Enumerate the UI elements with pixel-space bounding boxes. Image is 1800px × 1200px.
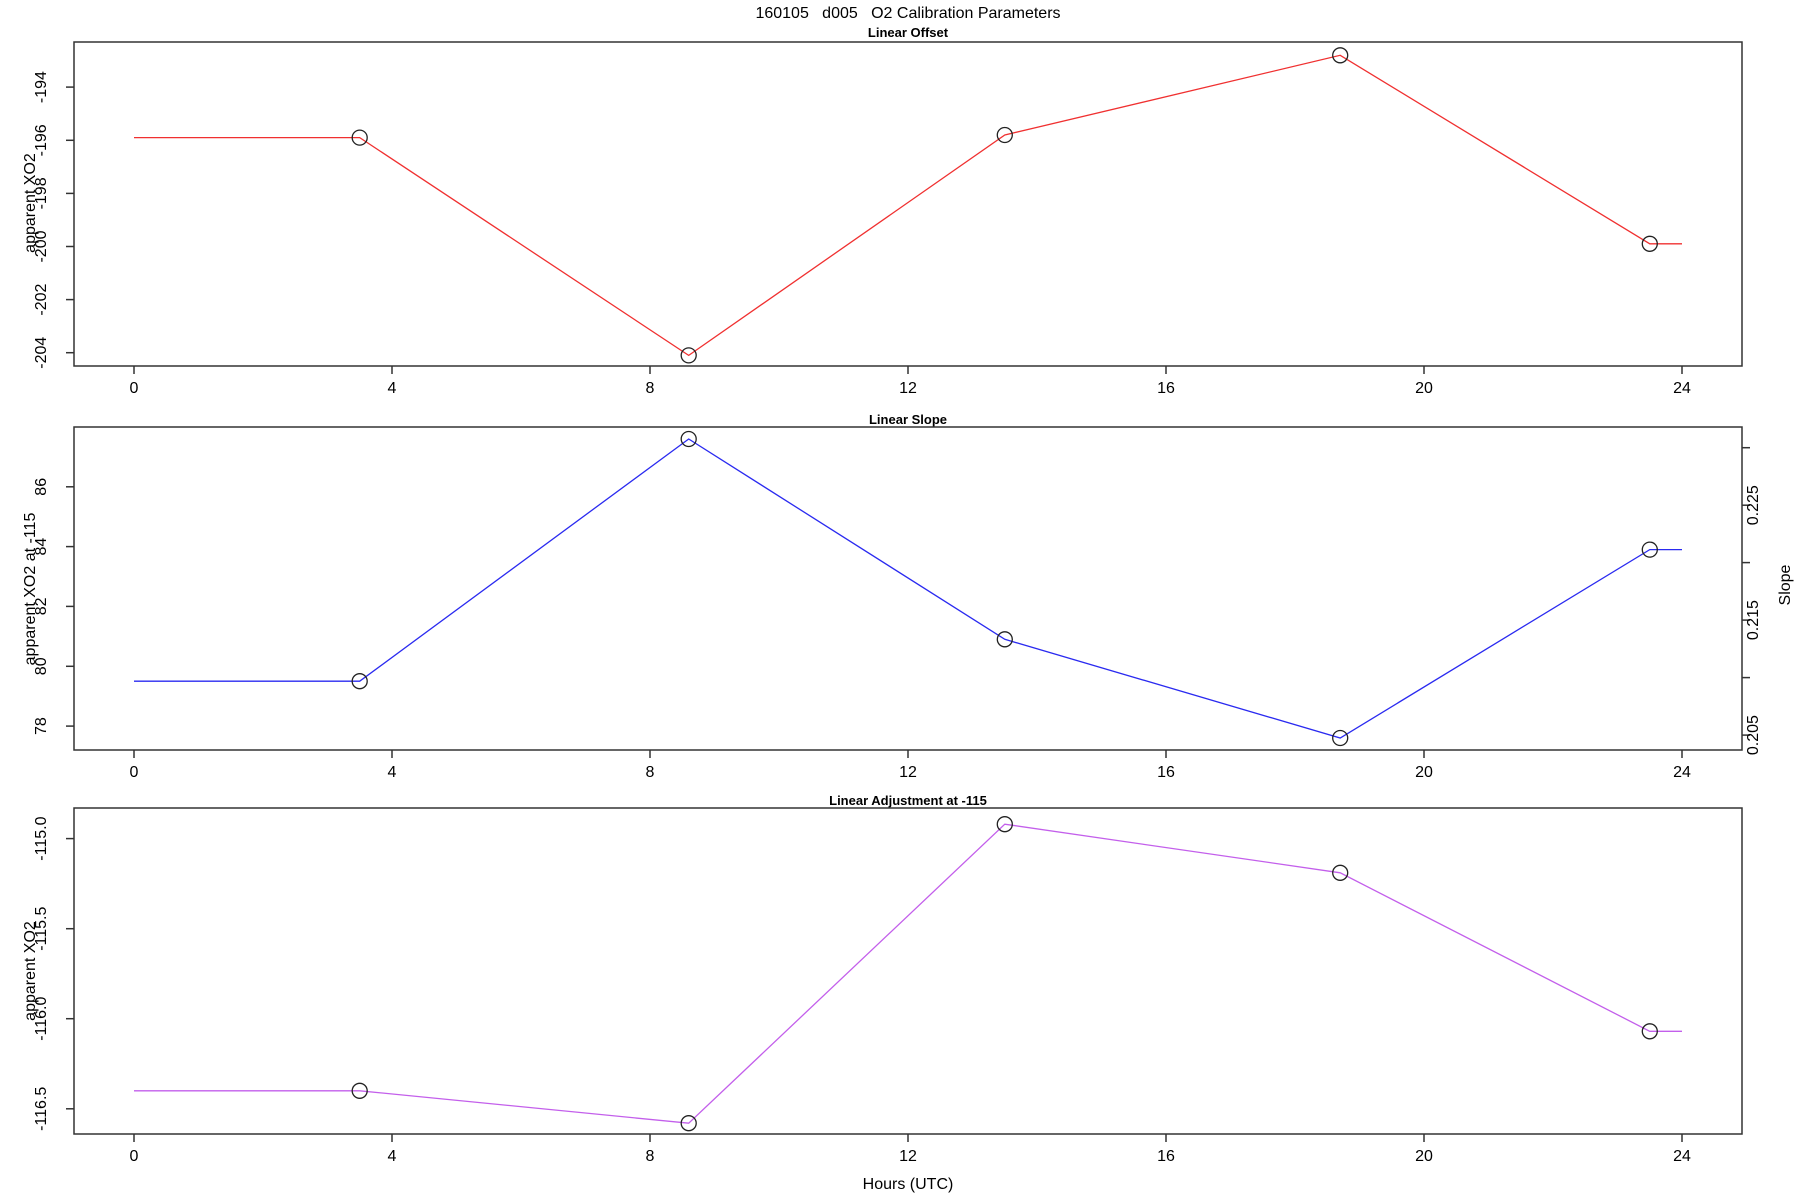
linear-adjustment-plot-box xyxy=(73,807,1743,1135)
y-tick-label: 80 xyxy=(33,657,50,675)
y2-tick-label: 0.225 xyxy=(1745,485,1762,525)
x-tick-label: 0 xyxy=(130,764,139,781)
linear-adjustment-data-point-marker xyxy=(351,1082,368,1099)
page-title: 160105 d005 O2 Calibration Parameters xyxy=(755,5,1061,22)
linear-adjustment-data-point-marker xyxy=(680,1115,697,1132)
x-tick-label: 20 xyxy=(1415,1148,1433,1165)
linear-slope-data-point-marker xyxy=(996,631,1013,648)
panel2-title: Linear Slope xyxy=(868,412,948,427)
linear-offset-plot-box xyxy=(73,41,1743,367)
linear-slope-data-point-marker xyxy=(680,430,697,448)
y-tick-label: 78 xyxy=(33,717,50,735)
y-tick-label: -115.5 xyxy=(33,907,50,951)
y-tick-label: 82 xyxy=(33,597,50,615)
linear-slope-series-line xyxy=(134,438,1682,739)
y-tick-label: 86 xyxy=(33,478,50,496)
linear-slope-data-point-marker xyxy=(1641,541,1658,558)
x-tick-label: 8 xyxy=(646,380,655,397)
panel3-title: Linear Adjustment at -115 xyxy=(829,793,987,808)
panel1-title: Linear Offset xyxy=(867,25,949,40)
linear-adjustment-data-point-marker xyxy=(1332,864,1349,881)
x-tick-label: 20 xyxy=(1415,380,1433,397)
y-tick-label: -198 xyxy=(33,177,50,209)
y2-tick-label: 0.215 xyxy=(1745,600,1762,640)
y-tick-label: -204 xyxy=(33,337,50,369)
panel-linear-adjustment: 0 4 8 12 16 20 24 -116.5 -116.0 -115.5 -115.0 xyxy=(33,807,1743,1165)
x-tick-label: 24 xyxy=(1673,380,1691,397)
x-tick-label: 12 xyxy=(899,380,917,397)
linear-offset-series-line xyxy=(134,54,1682,357)
x-tick-label: 16 xyxy=(1157,764,1175,781)
y-tick-label: -202 xyxy=(33,283,50,315)
y-tick-label: -115.0 xyxy=(33,816,50,860)
linear-slope-plot-box xyxy=(73,426,1743,751)
x-tick-label: 8 xyxy=(646,1148,655,1165)
y-tick-label: -200 xyxy=(33,230,50,262)
y-tick-label: -116.0 xyxy=(33,997,50,1041)
x-tick-label: 4 xyxy=(388,380,397,397)
x-tick-label: 12 xyxy=(899,764,917,781)
linear-offset-data-point-marker xyxy=(680,347,697,364)
x-tick-label: 0 xyxy=(130,380,139,397)
x-tick-label: 20 xyxy=(1415,764,1433,781)
panel-linear-slope: 0 4 8 12 16 20 24 78 80 82 84 86 0.205 0.215 0.225 xyxy=(33,426,1762,781)
linear-adjustment-data-point-marker xyxy=(996,816,1013,833)
x-axis-label: Hours (UTC) xyxy=(862,1176,954,1193)
x-tick-label: 16 xyxy=(1157,380,1175,397)
x-tick-label: 4 xyxy=(388,1148,397,1165)
x-tick-label: 24 xyxy=(1673,1148,1691,1165)
x-tick-label: 8 xyxy=(646,764,655,781)
y2-tick-label: 0.205 xyxy=(1745,715,1762,755)
linear-slope-data-point-marker xyxy=(1332,729,1349,747)
x-tick-label: 0 xyxy=(130,1148,139,1165)
y-tick-label: -116.5 xyxy=(33,1087,50,1131)
x-tick-label: 12 xyxy=(899,1148,917,1165)
panel-linear-offset: 0 4 8 12 16 20 24 -204 -202 -200 -198 -196 -194 xyxy=(33,41,1743,397)
linear-slope-data-point-marker xyxy=(351,673,368,690)
linear-offset-data-point-marker xyxy=(1332,47,1349,64)
linear-offset-data-point-marker xyxy=(351,129,368,146)
linear-offset-data-point-marker xyxy=(996,126,1013,144)
y-tick-label: 84 xyxy=(33,538,50,556)
x-tick-label: 4 xyxy=(388,764,397,781)
y-tick-label: -194 xyxy=(33,71,50,103)
y-tick-label: -196 xyxy=(33,124,50,156)
linear-offset-data-point-marker xyxy=(1641,235,1658,252)
linear-adjustment-data-point-marker xyxy=(1641,1023,1658,1040)
linear-adjustment-series-line xyxy=(134,823,1682,1124)
x-tick-label: 16 xyxy=(1157,1148,1175,1165)
x-tick-label: 24 xyxy=(1673,764,1691,781)
